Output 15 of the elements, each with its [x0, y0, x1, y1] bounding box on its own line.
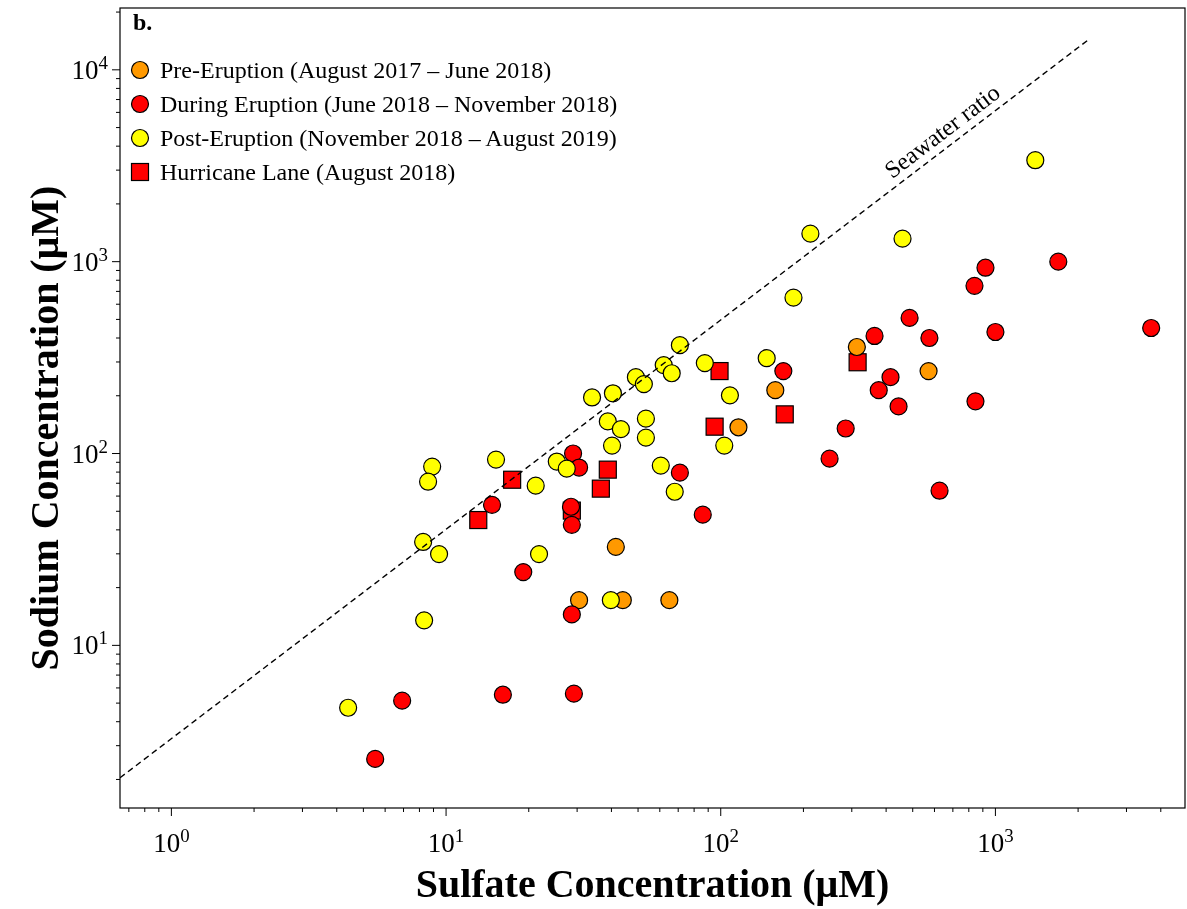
legend-label: During Eruption (June 2018 – November 2018): [160, 91, 618, 117]
y-tick-label: 10$^{3}$: [71, 243, 108, 277]
x-tick-label: 10$^{1}$: [427, 824, 465, 858]
annotation: b.: [133, 9, 153, 35]
x-tick-label: 10$^{3}$: [977, 824, 1014, 858]
legend-label: Hurricane Lane (August 2018): [160, 159, 456, 185]
legend-label: Pre-Eruption (August 2017 – June 2018): [160, 57, 552, 83]
y-tick-label: 10$^{2}$: [71, 435, 108, 469]
y-tick-label: 10$^{1}$: [71, 626, 108, 661]
legend-label: Post-Eruption (November 2018 – August 2019): [160, 125, 617, 151]
y-axis-title: Sodium Concentration (μM): [22, 185, 67, 671]
x-tick-label: 10$^{0}$: [153, 824, 190, 858]
x-axis-title: Sulfate Concentration (μM): [415, 861, 890, 906]
x-tick-label: 10$^{2}$: [702, 824, 739, 858]
y-tick-label: 10$^{4}$: [71, 51, 109, 85]
